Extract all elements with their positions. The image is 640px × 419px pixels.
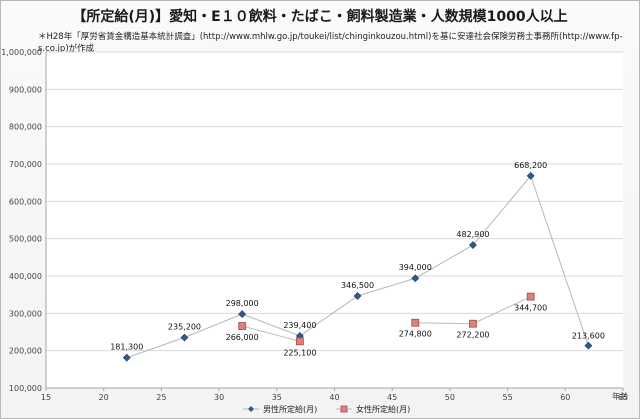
series-markers bbox=[122, 171, 593, 362]
x-tick-label: 15 bbox=[41, 393, 51, 402]
legend-item-male: 男性所定給(月) bbox=[243, 404, 317, 414]
female-data-label: 274,800 bbox=[399, 330, 432, 339]
legend: 男性所定給(月) 女性所定給(月) bbox=[243, 404, 410, 414]
axes bbox=[45, 52, 624, 391]
legend-label: 男性所定給(月) bbox=[263, 404, 317, 414]
x-tick-label: 35 bbox=[272, 393, 282, 402]
x-tick-label: 50 bbox=[445, 393, 455, 402]
male-point-marker bbox=[526, 171, 535, 180]
female-point-marker bbox=[411, 318, 420, 327]
male-data-label: 239,400 bbox=[283, 321, 316, 330]
female-point-marker bbox=[526, 292, 535, 301]
male-point-marker bbox=[469, 241, 477, 249]
male-data-label: 346,500 bbox=[341, 281, 374, 290]
female-data-label: 272,200 bbox=[456, 331, 489, 340]
x-tick-label: 30 bbox=[214, 393, 224, 402]
y-tick-label: 700,000 bbox=[9, 160, 42, 169]
y-tick-label: 900,000 bbox=[9, 85, 42, 94]
x-tick-label: 25 bbox=[156, 393, 166, 402]
male-data-label: 668,200 bbox=[514, 161, 547, 170]
x-tick-label: 45 bbox=[387, 393, 397, 402]
x-axis-label: 年齢 bbox=[612, 391, 628, 401]
x-tick-label: 20 bbox=[99, 393, 109, 402]
female-point-marker bbox=[469, 319, 477, 328]
y-tick-label: 300,000 bbox=[9, 309, 42, 318]
female-data-label: 344,700 bbox=[514, 304, 547, 313]
legend-diamond-icon bbox=[248, 406, 254, 412]
female-series-line bbox=[242, 325, 301, 342]
male-point-marker bbox=[180, 333, 189, 342]
y-tick-label: 1,000,000 bbox=[1, 48, 42, 57]
grid-lines bbox=[46, 51, 623, 389]
male-data-label: 213,600 bbox=[572, 332, 605, 341]
y-tick-label: 400,000 bbox=[9, 272, 42, 281]
y-tick-label: 600,000 bbox=[9, 197, 42, 206]
legend-square-icon bbox=[340, 405, 348, 413]
male-data-label: 394,000 bbox=[399, 263, 432, 272]
male-data-label: 298,000 bbox=[226, 299, 259, 308]
male-point-marker bbox=[122, 353, 131, 362]
male-point-marker bbox=[353, 292, 362, 300]
x-tick-label: 65 bbox=[618, 393, 628, 402]
female-point-marker bbox=[238, 322, 247, 330]
male-point-marker bbox=[411, 274, 420, 283]
data-labels: 181,300 235,200 298,000 239,400 346,500 394,0… bbox=[110, 161, 605, 357]
female-point-marker bbox=[295, 337, 304, 346]
legend-item-female: 女性所定給(月) bbox=[336, 404, 410, 414]
chart-subtitle: ＊H28年「厚労省賃金構造基本統計調査」(http://www.mhlw.go.… bbox=[38, 32, 623, 54]
plot-area bbox=[46, 52, 623, 388]
tick-labels: 100,000 200,000 300,000 400,000 500,000 600,0… bbox=[1, 48, 628, 402]
female-data-label: 266,000 bbox=[226, 333, 259, 342]
male-point-marker bbox=[238, 310, 247, 319]
male-data-label: 235,200 bbox=[168, 323, 201, 332]
chart-title: 【所定給(月)】愛知・E１０飲料・たばこ・飼料製造業・人数規模1000人以上 bbox=[72, 9, 568, 25]
legend-label: 女性所定給(月) bbox=[356, 404, 410, 414]
x-tick-label: 55 bbox=[503, 393, 513, 402]
y-tick-label: 500,000 bbox=[9, 235, 42, 244]
y-tick-label: 800,000 bbox=[9, 123, 42, 132]
female-data-label: 225,100 bbox=[283, 348, 316, 357]
x-tick-label: 60 bbox=[560, 393, 570, 402]
male-data-label: 482,900 bbox=[456, 230, 489, 239]
y-tick-label: 200,000 bbox=[9, 347, 42, 356]
male-point-marker bbox=[584, 341, 593, 350]
male-data-label: 181,300 bbox=[110, 343, 143, 352]
x-tick-label: 40 bbox=[329, 393, 339, 402]
y-tick-label: 100,000 bbox=[9, 384, 42, 393]
